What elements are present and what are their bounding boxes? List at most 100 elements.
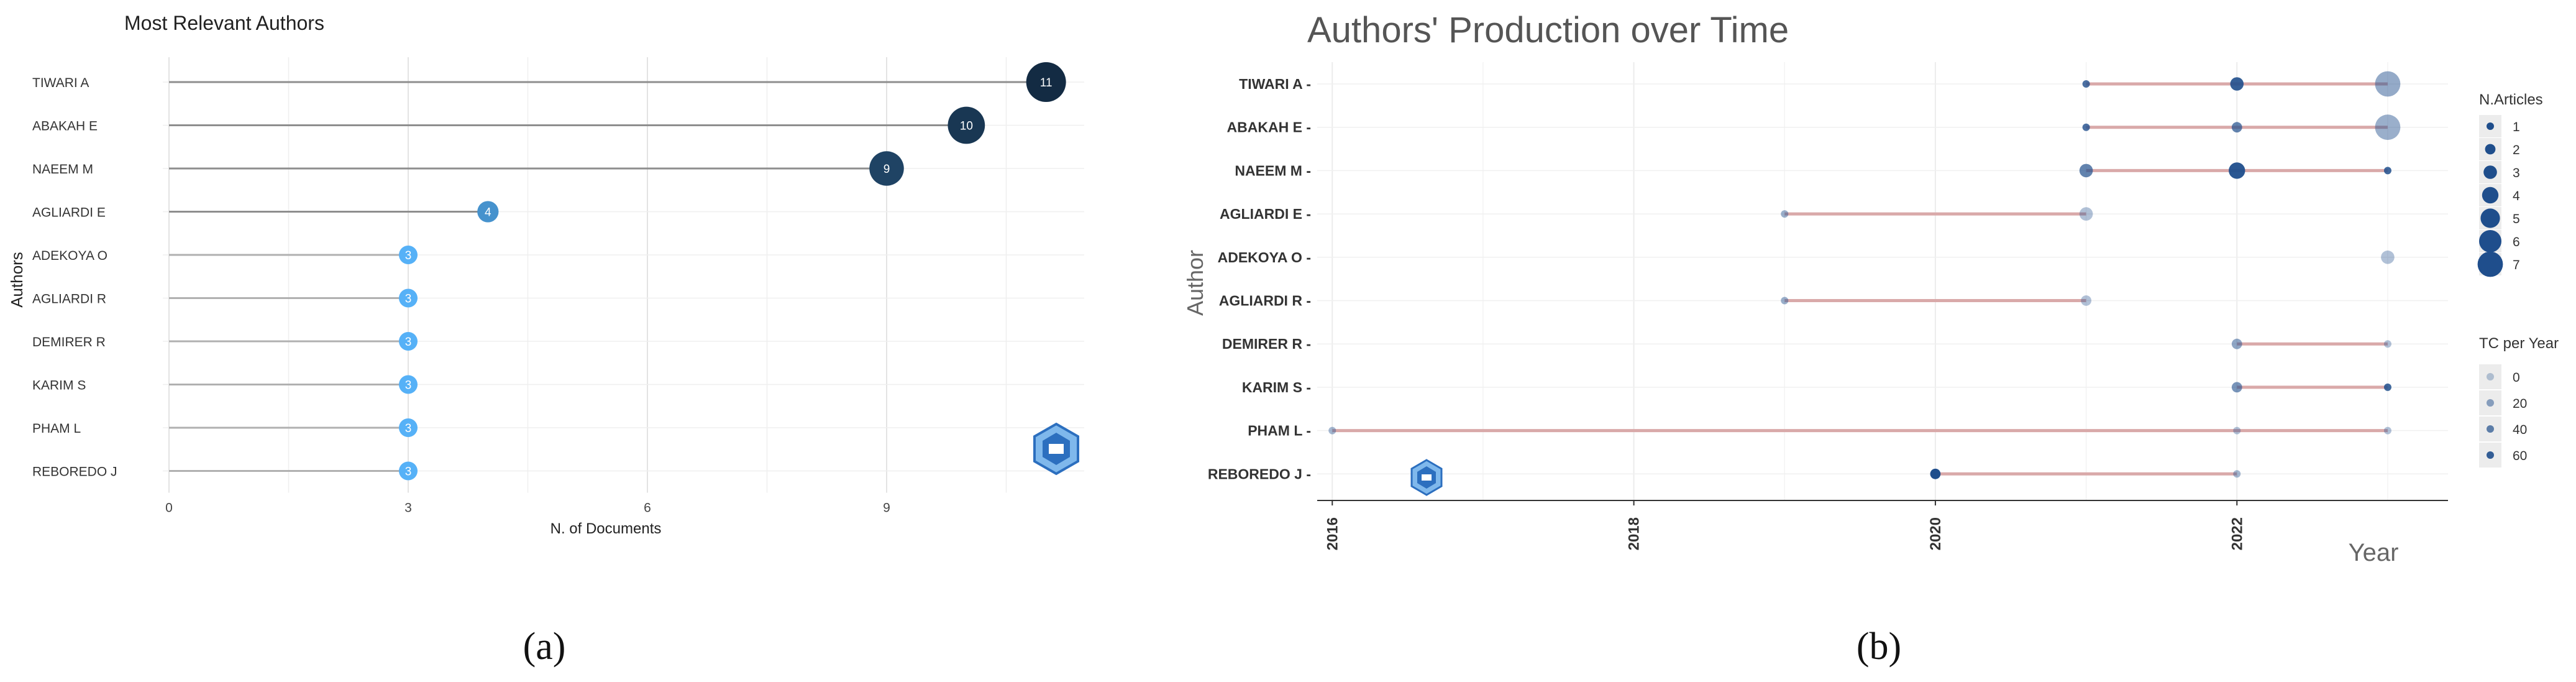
chart-a-x-axis-label: N. of Documents (550, 520, 662, 537)
chart-b-point (2229, 162, 2245, 179)
chart-b-point (2230, 77, 2244, 91)
legend-size-label: 6 (2513, 235, 2520, 249)
chart-a-title: Most Relevant Authors (124, 12, 324, 34)
chart-b-author-label: AGLIARDI E - (1220, 206, 1311, 222)
chart-a-marks: 11 10 9 4 3 3 3 3 3 3 (169, 62, 1066, 481)
legend-size-key (2487, 122, 2494, 130)
legend-color-key-bg (2479, 364, 2501, 389)
legend-size-key (2479, 230, 2501, 252)
chart-a-point (1026, 62, 1066, 102)
legend-color-label: 0 (2513, 371, 2520, 385)
legend-size-label: 7 (2513, 258, 2520, 272)
chart-b-point (2231, 122, 2242, 133)
chart-a-point (477, 201, 499, 223)
legend-color-key (2487, 399, 2494, 407)
chart-a-category-label: PHAM L (32, 422, 81, 436)
chart-b-author-label: DEMIRER R - (1222, 336, 1311, 352)
chart-a-value-label: 10 (960, 120, 973, 133)
chart-b-x-tick: 2020 (1927, 517, 1944, 550)
chart-a-category-label: TIWARI A (32, 76, 89, 90)
legend-size-key (2477, 251, 2503, 277)
chart-a-x-tick: 0 (165, 501, 173, 515)
legend-size-key (2480, 208, 2500, 228)
chart-b-point (2082, 123, 2090, 131)
legend-size-title: N.Articles (2479, 91, 2543, 108)
chart-b-author-label: PHAM L - (1248, 423, 1311, 439)
chart-a-point (399, 461, 418, 481)
chart-b-author-label: KARIM S - (1242, 379, 1311, 395)
chart-b-point (1781, 210, 1789, 218)
chart-b-author-label: AGLIARDI R - (1219, 293, 1311, 309)
chart-a-category-label: ADEKOYA O (32, 249, 107, 263)
chart-a-x-tick: 6 (644, 501, 651, 515)
legend-color-label: 40 (2513, 423, 2527, 437)
chart-a-point (399, 332, 418, 351)
panel-b: Authors' Production over Time TIWARI A -… (1182, 10, 2559, 668)
chart-b-x-tick: 2016 (1324, 517, 1341, 550)
chart-a-point (948, 106, 985, 144)
chart-b-author-labels: TIWARI A - ABAKAH E - NAEEM M - AGLIARDI E … (1208, 76, 1311, 482)
chart-b-author-label: ABAKAH E - (1227, 119, 1311, 136)
legend-color-key (2487, 425, 2494, 433)
chart-a-panel-bg (163, 57, 1084, 495)
chart-b-author-label: REBOREDO J - (1208, 466, 1311, 482)
chart-a-point (869, 151, 904, 186)
chart-a-x-tick-labels: 0 3 6 9 (165, 501, 890, 515)
chart-b-point (2079, 207, 2093, 221)
legend-color-key (2487, 451, 2494, 459)
chart-a-category-labels: TIWARI A ABAKAH E NAEEM M AGLIARDI E ADEKOYA… (32, 76, 117, 479)
chart-b-x-axis-label: Year (2349, 539, 2399, 566)
chart-a-category-label: ABAKAH E (32, 119, 98, 134)
chart-b-point (1930, 468, 1941, 479)
chart-b-point (2233, 426, 2241, 435)
chart-a-value-label: 3 (405, 249, 412, 262)
chart-b-point (2233, 470, 2241, 478)
chart-b-y-axis-label: Author (1182, 250, 1208, 316)
legend-size-key (2482, 187, 2499, 204)
chart-b-x-tick-labels: 2016 2018 2020 2022 (1324, 517, 2245, 550)
legend-size-label: 1 (2513, 120, 2520, 134)
legend-color-title: TC per Year (2479, 335, 2559, 352)
chart-b-point (2375, 71, 2401, 97)
panel-a: Most Relevant Authors 11 10 9 4 3 3 3 3 3 3 TIWAR… (7, 12, 1084, 668)
chart-a-value-label: 11 (1040, 76, 1053, 90)
caption-a: (a) (523, 625, 566, 668)
chart-b-point (1328, 426, 1336, 435)
chart-a-category-label: NAEEM M (32, 162, 93, 177)
legend-size-label: 3 (2513, 166, 2520, 180)
legend-size-label: 5 (2513, 212, 2520, 226)
chart-b-spans (1332, 82, 2388, 476)
chart-b-point (2383, 383, 2391, 391)
chart-a-point (399, 288, 418, 308)
chart-b-point (2383, 167, 2391, 175)
chart-b-x-tick: 2022 (2229, 517, 2245, 550)
legend-size-key (2485, 144, 2496, 155)
legend-color-label: 60 (2513, 449, 2527, 463)
chart-a-x-tick: 3 (404, 501, 412, 515)
chart-a-value-label: 9 (884, 163, 890, 176)
chart-b-point (2383, 426, 2391, 435)
chart-b-x-tick: 2018 (1626, 517, 1643, 550)
chart-b-title: Authors' Production over Time (1307, 10, 1789, 50)
chart-a-y-axis-label: Authors (7, 252, 26, 308)
legend-color-key (2487, 373, 2494, 380)
chart-a-value-label: 3 (405, 336, 412, 349)
chart-b-point (2231, 338, 2242, 349)
chart-a-value-label: 4 (485, 206, 491, 219)
chart-b-point (2381, 251, 2395, 264)
chart-a-value-label: 3 (405, 293, 412, 306)
chart-b-points (1328, 71, 2401, 479)
legend-color-label: 20 (2513, 397, 2527, 411)
chart-b-author-label: TIWARI A - (1239, 76, 1311, 92)
chart-b-point (1781, 297, 1789, 305)
chart-a-logo (1033, 422, 1079, 476)
chart-a-value-label: 3 (405, 422, 412, 435)
chart-a-category-label: AGLIARDI R (32, 292, 106, 306)
chart-b-legend: N.Articles 1 2 3 4 5 6 7 TC per Year 0 20 40 60 (2477, 91, 2559, 468)
legend-size-label: 4 (2513, 189, 2520, 203)
chart-b-point (2231, 382, 2242, 393)
chart-a-category-label: DEMIRER R (32, 335, 106, 349)
chart-a-grid (163, 57, 1084, 495)
chart-b-point (2383, 340, 2391, 348)
